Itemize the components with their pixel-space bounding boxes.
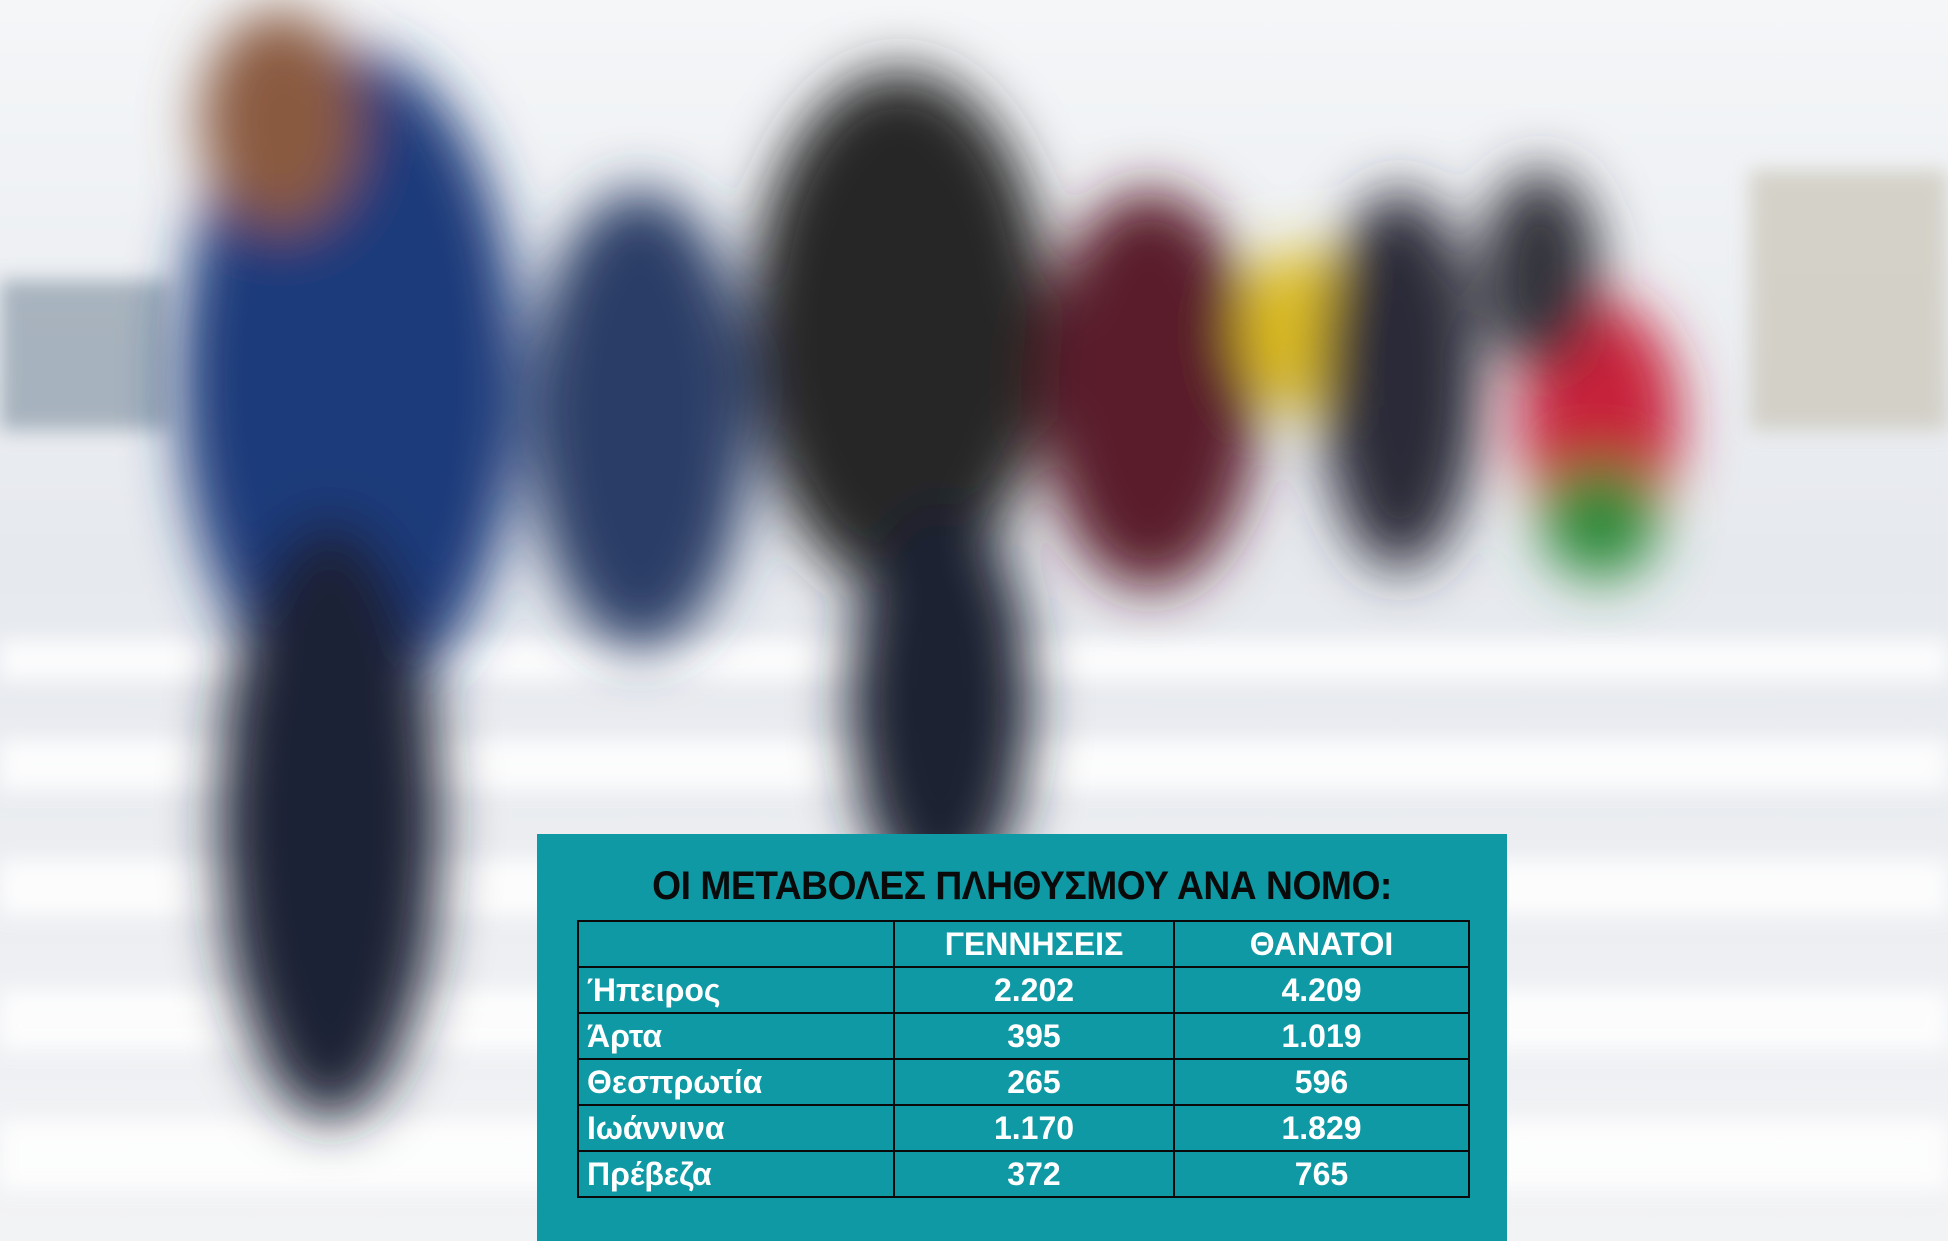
page: ΟΙ ΜΕΤΑΒΟΛΕΣ ΠΛΗΘΥΣΜΟΥ ΑΝΑ ΝΟΜΟ: ΓΕΝΝΗΣΕ… [0, 0, 1948, 1241]
row-label: Πρέβεζα [578, 1151, 894, 1197]
row-label: Ήπειρος [578, 967, 894, 1013]
table-cell: 765 [1174, 1151, 1469, 1197]
header-cell [578, 921, 894, 967]
header-cell: ΓΕΝΝΗΣΕΙΣ [894, 921, 1174, 967]
table-panel: ΟΙ ΜΕΤΑΒΟΛΕΣ ΠΛΗΘΥΣΜΟΥ ΑΝΑ ΝΟΜΟ: ΓΕΝΝΗΣΕ… [537, 834, 1507, 1241]
table-cell: 4.209 [1174, 967, 1469, 1013]
table-cell: 1.170 [894, 1105, 1174, 1151]
row-label: Ιωάννινα [578, 1105, 894, 1151]
table-cell: 395 [894, 1013, 1174, 1059]
table-cell: 2.202 [894, 967, 1174, 1013]
header-cell: ΘΑΝΑΤΟΙ [1174, 921, 1469, 967]
table-cell: 596 [1174, 1059, 1469, 1105]
table-title: ΟΙ ΜΕΤΑΒΟΛΕΣ ΠΛΗΘΥΣΜΟΥ ΑΝΑ ΝΟΜΟ: [571, 864, 1473, 909]
table-cell: 265 [894, 1059, 1174, 1105]
table-cell: 1.829 [1174, 1105, 1469, 1151]
row-label: Άρτα [578, 1013, 894, 1059]
table-cell: 1.019 [1174, 1013, 1469, 1059]
table-cell: 372 [894, 1151, 1174, 1197]
row-label: Θεσπρωτία [578, 1059, 894, 1105]
